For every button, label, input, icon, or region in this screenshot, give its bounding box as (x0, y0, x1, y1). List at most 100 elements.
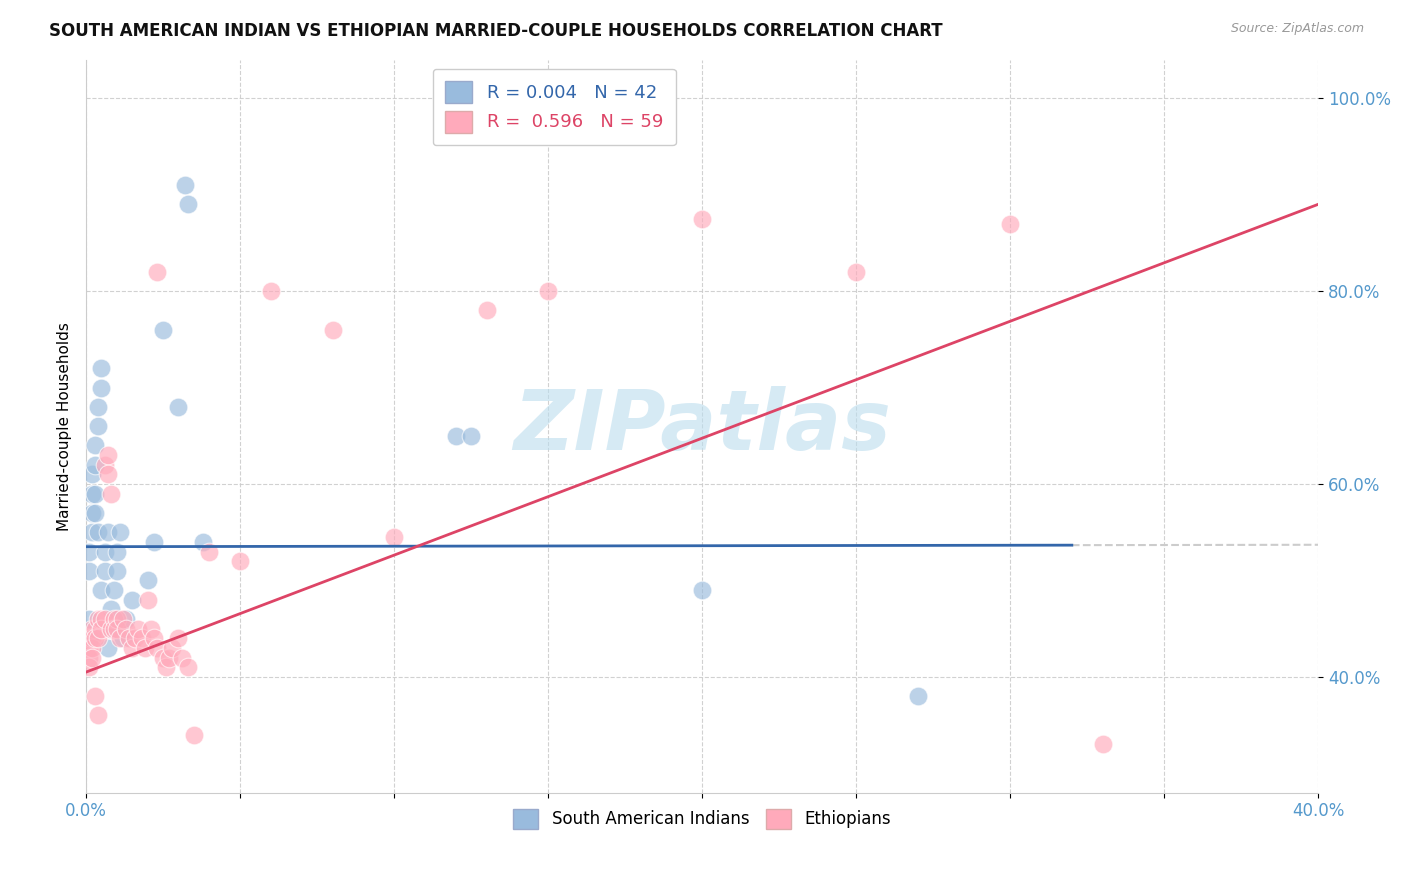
Point (90, 361, 112, 376)
Point (152, 650, 174, 665)
Point (87, 419, 110, 434)
Point (77, 632, 100, 646)
Point (90, 622, 112, 636)
Point (177, 660, 200, 674)
Point (229, 554, 252, 568)
Point (100, 602, 122, 616)
Point (97, 448, 120, 462)
Point (82, 622, 104, 636)
Point (136, 574, 159, 588)
Point (152, 323, 174, 337)
Point (108, 632, 131, 646)
Point (146, 265, 169, 279)
Point (198, 544, 221, 558)
Point (87, 708, 110, 723)
Point (183, 728, 205, 742)
Point (100, 622, 122, 636)
Point (167, 632, 190, 646)
Point (105, 544, 128, 558)
Point (162, 640, 184, 655)
Point (77, 544, 100, 558)
Point (77, 660, 100, 674)
Point (82, 640, 104, 655)
Point (84, 486, 107, 500)
Point (1000, 217, 1022, 231)
Point (121, 640, 143, 655)
Point (139, 622, 162, 636)
Point (191, 534, 214, 549)
Point (103, 583, 125, 598)
Point (167, 400, 190, 414)
Point (177, 197, 200, 211)
Point (90, 583, 112, 598)
Point (907, 689, 929, 703)
Point (105, 612, 128, 626)
Text: SOUTH AMERICAN INDIAN VS ETHIOPIAN MARRIED-COUPLE HOUSEHOLDS CORRELATION CHART: SOUTH AMERICAN INDIAN VS ETHIOPIAN MARRI… (49, 22, 943, 40)
Text: ZIPatlas: ZIPatlas (513, 385, 891, 467)
Point (475, 303, 498, 318)
Point (1091, 738, 1114, 752)
Point (690, 583, 713, 598)
Point (77, 650, 100, 665)
Point (97, 640, 120, 655)
Point (84, 689, 107, 703)
Point (134, 640, 156, 655)
Point (170, 650, 193, 665)
Point (84, 622, 107, 636)
Point (103, 622, 125, 636)
Point (82, 486, 104, 500)
Point (460, 429, 482, 443)
Point (108, 525, 131, 540)
Point (103, 612, 125, 626)
Point (82, 506, 104, 520)
Point (127, 622, 149, 636)
Y-axis label: Married-couple Households: Married-couple Households (58, 322, 72, 531)
Point (112, 612, 135, 626)
Point (93, 544, 115, 558)
Point (444, 429, 467, 443)
Point (93, 458, 115, 472)
Point (77, 640, 100, 655)
Point (93, 564, 115, 578)
Point (87, 612, 110, 626)
Point (77, 564, 100, 578)
Point (382, 530, 405, 544)
Point (146, 640, 169, 655)
Point (260, 284, 283, 298)
Point (537, 284, 560, 298)
Point (90, 612, 112, 626)
Point (121, 592, 143, 607)
Point (142, 632, 165, 646)
Point (105, 622, 128, 636)
Point (131, 632, 153, 646)
Point (82, 632, 104, 646)
Point (100, 622, 122, 636)
Point (115, 612, 138, 626)
Point (82, 525, 104, 540)
Point (84, 438, 107, 452)
Point (118, 632, 141, 646)
Point (87, 632, 110, 646)
Text: Source: ZipAtlas.com: Source: ZipAtlas.com (1230, 22, 1364, 36)
Point (82, 467, 104, 482)
Point (84, 632, 107, 646)
Point (84, 506, 107, 520)
Point (157, 650, 180, 665)
Point (142, 534, 165, 549)
Point (93, 612, 115, 626)
Point (90, 380, 112, 394)
Point (84, 458, 107, 472)
Point (87, 525, 110, 540)
Point (124, 632, 146, 646)
Point (97, 467, 120, 482)
Point (136, 592, 159, 607)
Point (173, 178, 195, 192)
Point (87, 400, 110, 414)
Point (690, 211, 713, 226)
Point (77, 612, 100, 626)
Point (105, 564, 128, 578)
Point (155, 660, 177, 674)
Point (115, 622, 138, 636)
Point (845, 265, 868, 279)
Point (112, 632, 135, 646)
